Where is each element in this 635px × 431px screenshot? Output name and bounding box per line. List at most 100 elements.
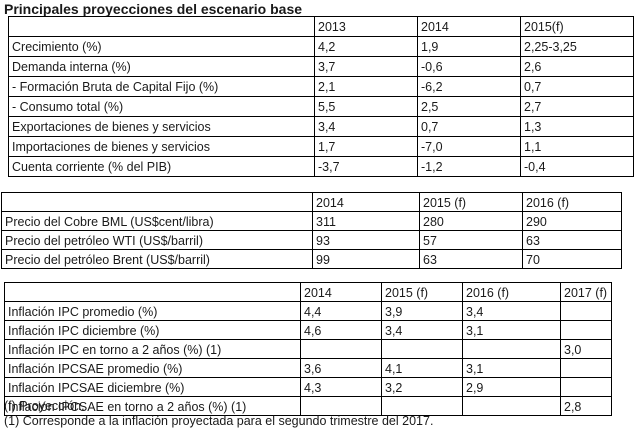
- value-cell: 99: [312, 249, 420, 269]
- row-label: Inflación IPCSAE diciembre (%): [4, 377, 301, 397]
- value-cell: 2,1: [314, 76, 418, 97]
- value-cell: 70: [522, 249, 622, 269]
- header-cell: 2015 (f): [381, 282, 463, 302]
- table-row: Crecimiento (%) 4,2 1,9 2,25-3,25: [8, 36, 634, 57]
- value-cell: [560, 320, 612, 340]
- table-row: Inflación IPC promedio (%) 4,4 3,9 3,4: [4, 301, 612, 321]
- table-row: - Formación Bruta de Capital Fijo (%) 2,1…: [8, 76, 634, 97]
- value-cell: [560, 358, 612, 378]
- value-cell: 1,9: [417, 36, 521, 57]
- table-row: Inflación IPC diciembre (%) 4,6 3,4 3,1: [4, 320, 612, 340]
- value-cell: 0,7: [417, 116, 521, 137]
- table-row: Inflación IPCSAE diciembre (%) 4,3 3,2 2,9: [4, 377, 612, 397]
- table-row: Inflación IPCSAE en torno a 2 años (%) (…: [4, 396, 612, 416]
- value-cell: [560, 301, 612, 321]
- table-escenario-base: 2013 2014 2015(f) Crecimiento (%) 4,2 1,9 2,25…: [8, 16, 634, 177]
- header-cell: 2015 (f): [419, 192, 523, 212]
- value-cell: 93: [312, 230, 420, 250]
- value-cell: 4,3: [300, 377, 382, 397]
- value-cell: -0,4: [520, 156, 634, 177]
- value-cell: -0,6: [417, 56, 521, 77]
- value-cell: 4,2: [314, 36, 418, 57]
- header-cell: 2016 (f): [522, 192, 622, 212]
- header-row: 2014 2015 (f) 2016 (f) 2017 (f): [4, 282, 612, 302]
- value-cell: 3,7: [314, 56, 418, 77]
- row-label: - Formación Bruta de Capital Fijo (%): [8, 76, 315, 97]
- value-cell: [300, 339, 382, 359]
- value-cell: 3,4: [314, 116, 418, 137]
- value-cell: 2,7: [520, 96, 634, 117]
- row-label: Demanda interna (%): [8, 56, 315, 77]
- row-label: Exportaciones de bienes y servicios: [8, 116, 315, 137]
- row-label: Inflación IPC diciembre (%): [4, 320, 301, 340]
- header-cell: 2015(f): [520, 16, 634, 37]
- value-cell: 3,9: [381, 301, 463, 321]
- footnote-proyeccion: (f) Proyección.: [4, 399, 85, 413]
- value-cell: 3,0: [560, 339, 612, 359]
- table-row: Importaciones de bienes y servicios 1,7 -7…: [8, 136, 634, 157]
- value-cell: 2,25-3,25: [520, 36, 634, 57]
- value-cell: 1,3: [520, 116, 634, 137]
- value-cell: 63: [419, 249, 523, 269]
- value-cell: 63: [522, 230, 622, 250]
- row-label: Precio del petróleo Brent (US$/barril): [1, 249, 313, 269]
- header-row: 2013 2014 2015(f): [8, 16, 634, 37]
- value-cell: -7,0: [417, 136, 521, 157]
- header-cell: 2014: [300, 282, 382, 302]
- page-title: Principales proyecciones del escenario b…: [4, 1, 303, 17]
- row-label: Precio del Cobre BML (US$cent/libra): [1, 211, 313, 231]
- value-cell: [462, 339, 561, 359]
- header-cell-empty: [8, 16, 315, 37]
- row-label: Inflación IPC en torno a 2 años (%) (1): [4, 339, 301, 359]
- value-cell: 311: [312, 211, 420, 231]
- value-cell: 4,4: [300, 301, 382, 321]
- header-cell: 2014: [312, 192, 420, 212]
- value-cell: 3,4: [381, 320, 463, 340]
- row-label: Inflación IPCSAE en torno a 2 años (%) (…: [4, 396, 301, 416]
- value-cell: [462, 396, 561, 416]
- row-label: - Consumo total (%): [8, 96, 315, 117]
- row-label: Crecimiento (%): [8, 36, 315, 57]
- row-label: Precio del petróleo WTI (US$/barril): [1, 230, 313, 250]
- value-cell: 2,9: [462, 377, 561, 397]
- value-cell: 3,1: [462, 358, 561, 378]
- row-label: Inflación IPC promedio (%): [4, 301, 301, 321]
- value-cell: 280: [419, 211, 523, 231]
- value-cell: 1,7: [314, 136, 418, 157]
- table-inflacion: 2014 2015 (f) 2016 (f) 2017 (f) Inflación IP…: [4, 282, 612, 416]
- table-row: Inflación IPC en torno a 2 años (%) (1) 3…: [4, 339, 612, 359]
- header-row: 2014 2015 (f) 2016 (f): [1, 192, 622, 212]
- value-cell: [300, 396, 382, 416]
- value-cell: 3,2: [381, 377, 463, 397]
- header-cell: 2014: [417, 16, 521, 37]
- header-cell: 2017 (f): [560, 282, 612, 302]
- value-cell: -3,7: [314, 156, 418, 177]
- value-cell: [381, 396, 463, 416]
- row-label: Inflación IPCSAE promedio (%): [4, 358, 301, 378]
- value-cell: [381, 339, 463, 359]
- header-cell: 2016 (f): [462, 282, 561, 302]
- value-cell: 5,5: [314, 96, 418, 117]
- value-cell: 2,5: [417, 96, 521, 117]
- value-cell: 57: [419, 230, 523, 250]
- table-row: Precio del petróleo WTI (US$/barril) 93 57…: [1, 230, 622, 250]
- table-row: Precio del petróleo Brent (US$/barril) 99…: [1, 249, 622, 269]
- value-cell: 0,7: [520, 76, 634, 97]
- value-cell: 4,1: [381, 358, 463, 378]
- footnote-inflacion-proyectada: (1) Corresponde a la inflación proyectad…: [4, 414, 434, 428]
- value-cell: 4,6: [300, 320, 382, 340]
- value-cell: 3,4: [462, 301, 561, 321]
- value-cell: 3,1: [462, 320, 561, 340]
- table-precios-commodities: 2014 2015 (f) 2016 (f) Precio del Cobre BML…: [1, 192, 622, 269]
- header-cell-empty: [1, 192, 313, 212]
- header-cell: 2013: [314, 16, 418, 37]
- value-cell: 1,1: [520, 136, 634, 157]
- value-cell: 2,8: [560, 396, 612, 416]
- value-cell: 290: [522, 211, 622, 231]
- table-row: Cuenta corriente (% del PIB) -3,7 -1,2 -0,4: [8, 156, 634, 177]
- value-cell: 3,6: [300, 358, 382, 378]
- table-row: Exportaciones de bienes y servicios 3,4 0,…: [8, 116, 634, 137]
- value-cell: 2,6: [520, 56, 634, 77]
- table-row: Demanda interna (%) 3,7 -0,6 2,6: [8, 56, 634, 77]
- value-cell: [560, 377, 612, 397]
